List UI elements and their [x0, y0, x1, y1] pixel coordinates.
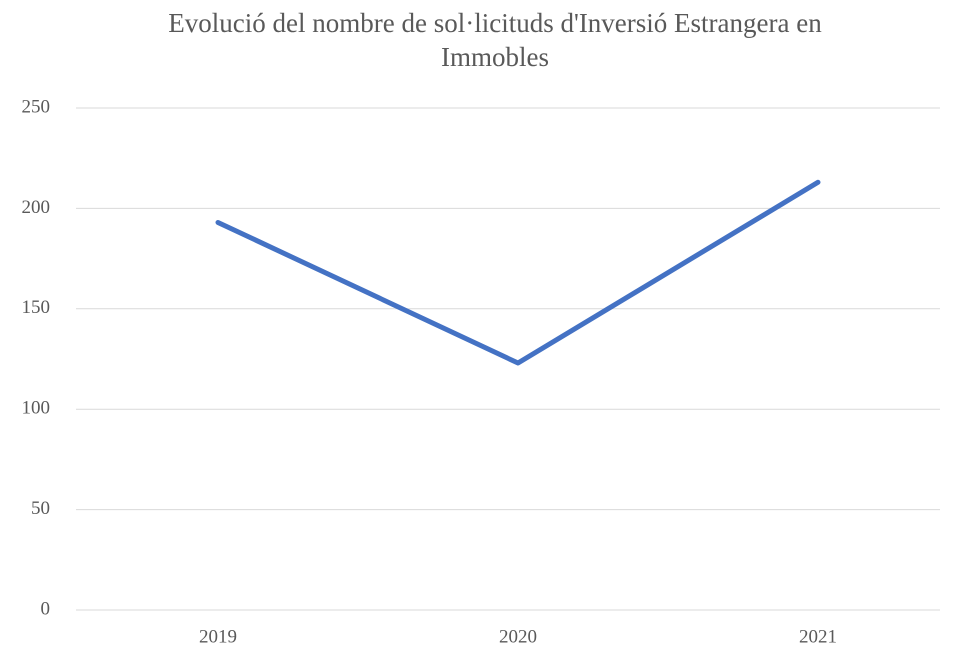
y-tick-label: 0 [41, 598, 51, 619]
x-tick-label: 2020 [499, 626, 537, 647]
chart-title: Evolució del nombre de sol·licituds d'In… [168, 8, 822, 72]
x-tick-label: 2021 [799, 626, 837, 647]
y-tick-label: 100 [22, 398, 51, 419]
x-tick-label: 2019 [199, 626, 237, 647]
y-tick-label: 150 [22, 297, 51, 318]
y-tick-label: 200 [22, 197, 51, 218]
y-tick-label: 250 [22, 96, 51, 117]
y-tick-label: 50 [31, 498, 50, 519]
data-line [215, 179, 821, 366]
